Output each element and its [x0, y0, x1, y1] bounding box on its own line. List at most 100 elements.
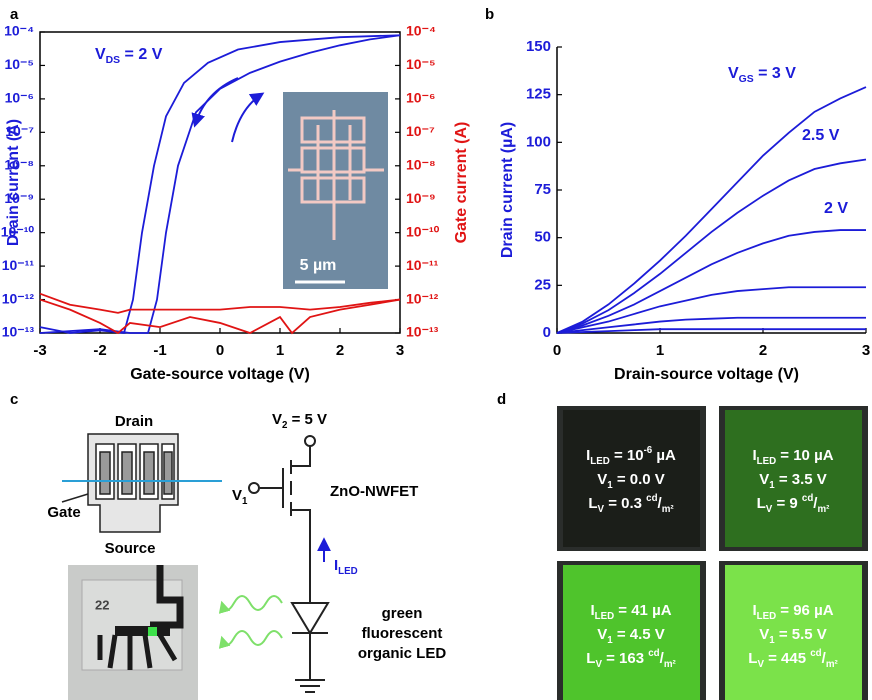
text-part: V [766, 504, 773, 515]
text-part: V [597, 626, 607, 643]
text-part: L [586, 650, 595, 667]
x-tick-label: 1 [276, 342, 284, 359]
y-axis-label: Drain current (µA) [499, 122, 516, 258]
text-part: GS [739, 74, 754, 85]
text-part: V [595, 659, 602, 670]
x-axis-label: Drain-source voltage (V) [614, 366, 799, 383]
y-tick-label: 100 [526, 133, 551, 150]
text-part: V [597, 471, 607, 488]
data-line [556, 328, 866, 334]
text-part: m² [664, 659, 677, 670]
text-part: 1 [769, 480, 775, 491]
y-tick-label: 10⁻¹¹ [2, 257, 35, 273]
y2-tick-label: 10⁻¹³ [406, 324, 439, 340]
y-tick-label: 10⁻¹⁰ [1, 223, 35, 239]
text-part: V [272, 411, 282, 428]
y2-tick-label: 10⁻⁵ [406, 56, 436, 72]
y-tick-label: 10⁻⁷ [5, 123, 34, 139]
text-part: = 3 V [754, 65, 797, 82]
y-tick-label: 150 [526, 38, 551, 55]
text-part: = 41 µA [614, 602, 672, 619]
panel-label: b [485, 6, 494, 23]
data-line [39, 34, 401, 334]
text-part: V [728, 65, 739, 82]
y-tick-label: 10⁻⁴ [4, 23, 34, 39]
chip-number: 22 [95, 597, 109, 612]
photo-caption: V1 = 5.5 V [759, 626, 827, 646]
y-tick-label: 50 [534, 229, 551, 246]
data-line [556, 286, 866, 334]
text-part: L [757, 495, 766, 512]
x-tick-label: -3 [33, 342, 46, 359]
text-part: = 96 µA [776, 602, 834, 619]
y-tick-label: 10⁻⁶ [5, 90, 34, 106]
text-part: = 0.3 [604, 495, 646, 512]
text-part: µA [652, 447, 676, 464]
text-part: = 10 µA [776, 447, 834, 464]
scale-bar-label: 5 µm [300, 257, 337, 274]
electrode-drawing [61, 433, 222, 533]
x-tick-label: 0 [216, 342, 224, 359]
text-part: = 5.5 V [775, 626, 827, 643]
y-tick-label: 0 [543, 324, 551, 341]
photo-caption: V1 = 4.5 V [597, 626, 665, 646]
text-part: LED [757, 611, 777, 622]
y2-tick-label: 10⁻¹⁰ [406, 223, 440, 239]
y2-tick-label: 10⁻⁴ [406, 23, 436, 39]
circuit [248, 435, 330, 693]
text-part: LED [338, 566, 358, 577]
emission-waves [218, 595, 283, 649]
y2-axis-label: Gate current (A) [453, 122, 470, 244]
y-tick-label: 10⁻⁵ [4, 56, 34, 72]
led-emission [725, 565, 862, 700]
y-tick-label: 10⁻⁸ [4, 156, 34, 172]
text-part: = 9 [772, 495, 802, 512]
text-part: L [748, 650, 757, 667]
supply-label: V2 = 5 V [272, 411, 327, 431]
x-tick-label: -1 [153, 342, 166, 359]
x-tick-label: -2 [93, 342, 106, 359]
curve-label: 2 V [824, 200, 848, 217]
text-part: cd [648, 648, 659, 659]
panel-label: c [10, 391, 18, 408]
led-label: fluorescent [362, 625, 443, 642]
text-part: LED [595, 611, 615, 622]
text-part: cd [810, 648, 821, 659]
current-label: ILED [334, 557, 358, 577]
photo-caption: ILED = 41 µA [590, 602, 671, 622]
photo-caption: LV = 445 cd/m² [748, 648, 838, 670]
device-label: ZnO-NWFET [330, 483, 418, 500]
y-tick-label: 10⁻⁹ [4, 190, 34, 206]
led-label: organic LED [358, 645, 447, 662]
y2-tick-label: 10⁻⁸ [406, 156, 436, 172]
data-line [556, 158, 867, 334]
text-part: = 5 V [287, 411, 327, 428]
text-part: -6 [644, 445, 653, 456]
panel-label: d [497, 391, 506, 408]
text-part: 1 [607, 635, 613, 646]
x-tick-label: 3 [862, 342, 870, 359]
text-part: 2 V [824, 200, 848, 217]
text-part: cd [646, 493, 657, 504]
text-part: = 3.5 V [775, 471, 827, 488]
y2-tick-label: 10⁻⁷ [406, 123, 435, 139]
curve-label: VGS = 3 V [728, 65, 796, 85]
text-part: / [813, 495, 818, 512]
y2-tick-label: 10⁻¹¹ [406, 257, 439, 273]
y2-tick-label: 10⁻¹² [406, 290, 439, 306]
text-part: I [334, 557, 338, 574]
text-part: V [598, 504, 605, 515]
electrode-label: Drain [115, 413, 153, 430]
led-emission [563, 410, 700, 547]
data-line [556, 86, 867, 334]
data-line [39, 292, 401, 314]
data-line [39, 298, 401, 335]
y2-tick-label: 10⁻⁶ [406, 90, 435, 106]
text-part: m² [662, 504, 675, 515]
x-tick-label: 2 [336, 342, 344, 359]
electrode-label: Gate [47, 504, 80, 521]
photo-caption: LV = 163 cd/m² [586, 648, 676, 670]
photo-caption: V1 = 0.0 V [597, 471, 665, 491]
